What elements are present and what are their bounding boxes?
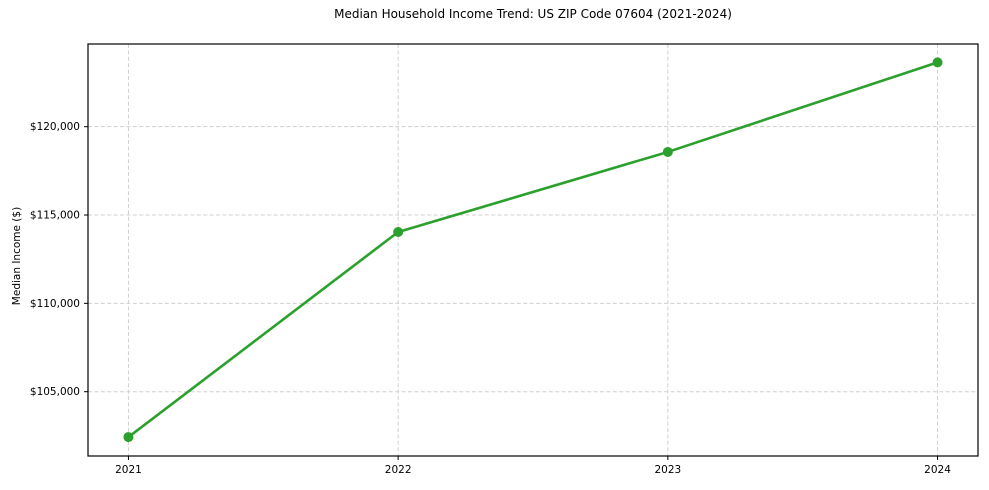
y-tick-label: $105,000 <box>30 386 80 398</box>
x-tick-label: 2021 <box>115 464 142 476</box>
x-tick-label: 2022 <box>385 464 412 476</box>
x-tick-label: 2024 <box>924 464 951 476</box>
plot-border <box>87 43 979 457</box>
y-axis-label-text: Median Income ($) <box>11 206 23 306</box>
data-point-2022 <box>393 226 404 237</box>
data-point-2021 <box>123 432 134 443</box>
x-tick-label: 2023 <box>654 464 681 476</box>
chart-title: Median Household Income Trend: US ZIP Co… <box>334 7 732 21</box>
data-point-2023 <box>662 146 673 157</box>
y-tick-label: $120,000 <box>30 121 80 133</box>
y-tick-label: $115,000 <box>30 210 80 222</box>
median-income-line <box>127 61 939 439</box>
data-point-2024 <box>932 57 943 68</box>
y-tick-label: $110,000 <box>30 298 80 310</box>
